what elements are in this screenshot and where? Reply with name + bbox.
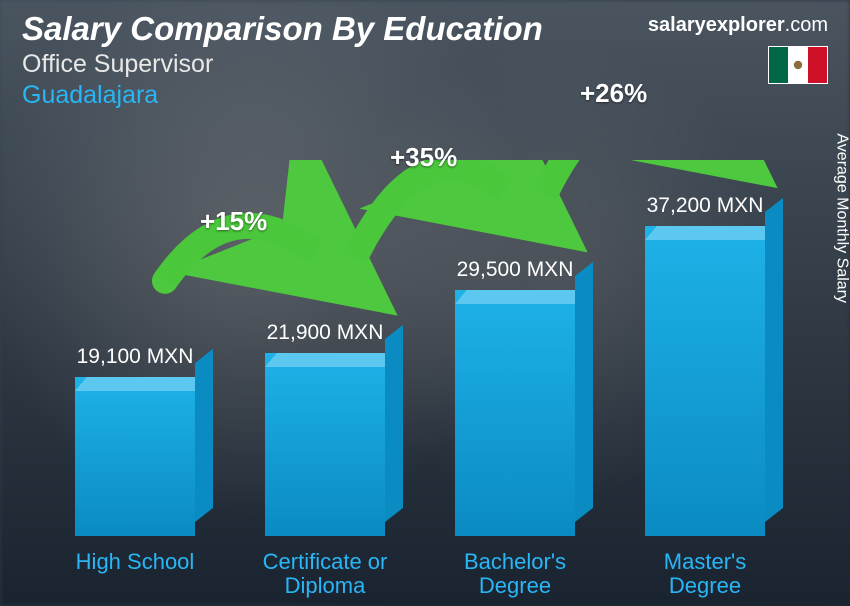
x-axis-label: Master'sDegree xyxy=(610,550,800,598)
bar-value-label: 29,500 MXN xyxy=(457,258,574,282)
brand-rest: .com xyxy=(785,14,828,36)
y-axis-label: Average Monthly Salary xyxy=(833,133,850,303)
bar xyxy=(645,226,765,536)
flag-stripe-right xyxy=(808,47,827,83)
bar xyxy=(75,377,195,536)
bar-group: 29,500 MXN xyxy=(420,258,610,536)
bar-value-label: 19,100 MXN xyxy=(77,345,194,369)
bar-value-label: 37,200 MXN xyxy=(647,194,764,218)
x-axis-label: High School xyxy=(40,550,230,598)
bar-chart: 19,100 MXN 21,900 MXN 29,500 MXN 37,200 … xyxy=(40,160,800,536)
x-axis-label: Bachelor'sDegree xyxy=(420,550,610,598)
increase-label: +35% xyxy=(390,142,457,173)
bar-group: 21,900 MXN xyxy=(230,321,420,536)
increase-label: +26% xyxy=(580,78,647,109)
x-axis-label: Certificate orDiploma xyxy=(230,550,420,598)
brand-logo: salaryexplorer.com xyxy=(648,14,828,37)
flag-stripe-left xyxy=(769,47,788,83)
bar xyxy=(455,290,575,536)
subtitle: Office Supervisor xyxy=(22,50,543,79)
flag-icon xyxy=(768,46,828,84)
bar-group: 19,100 MXN xyxy=(40,345,230,536)
page-title: Salary Comparison By Education xyxy=(22,10,543,48)
bar xyxy=(265,353,385,536)
bar-group: 37,200 MXN xyxy=(610,194,800,536)
bar-value-label: 21,900 MXN xyxy=(267,321,384,345)
brand-bold: salaryexplorer xyxy=(648,14,785,36)
flag-stripe-mid xyxy=(788,47,807,83)
increase-label: +15% xyxy=(200,206,267,237)
location: Guadalajara xyxy=(22,81,543,110)
